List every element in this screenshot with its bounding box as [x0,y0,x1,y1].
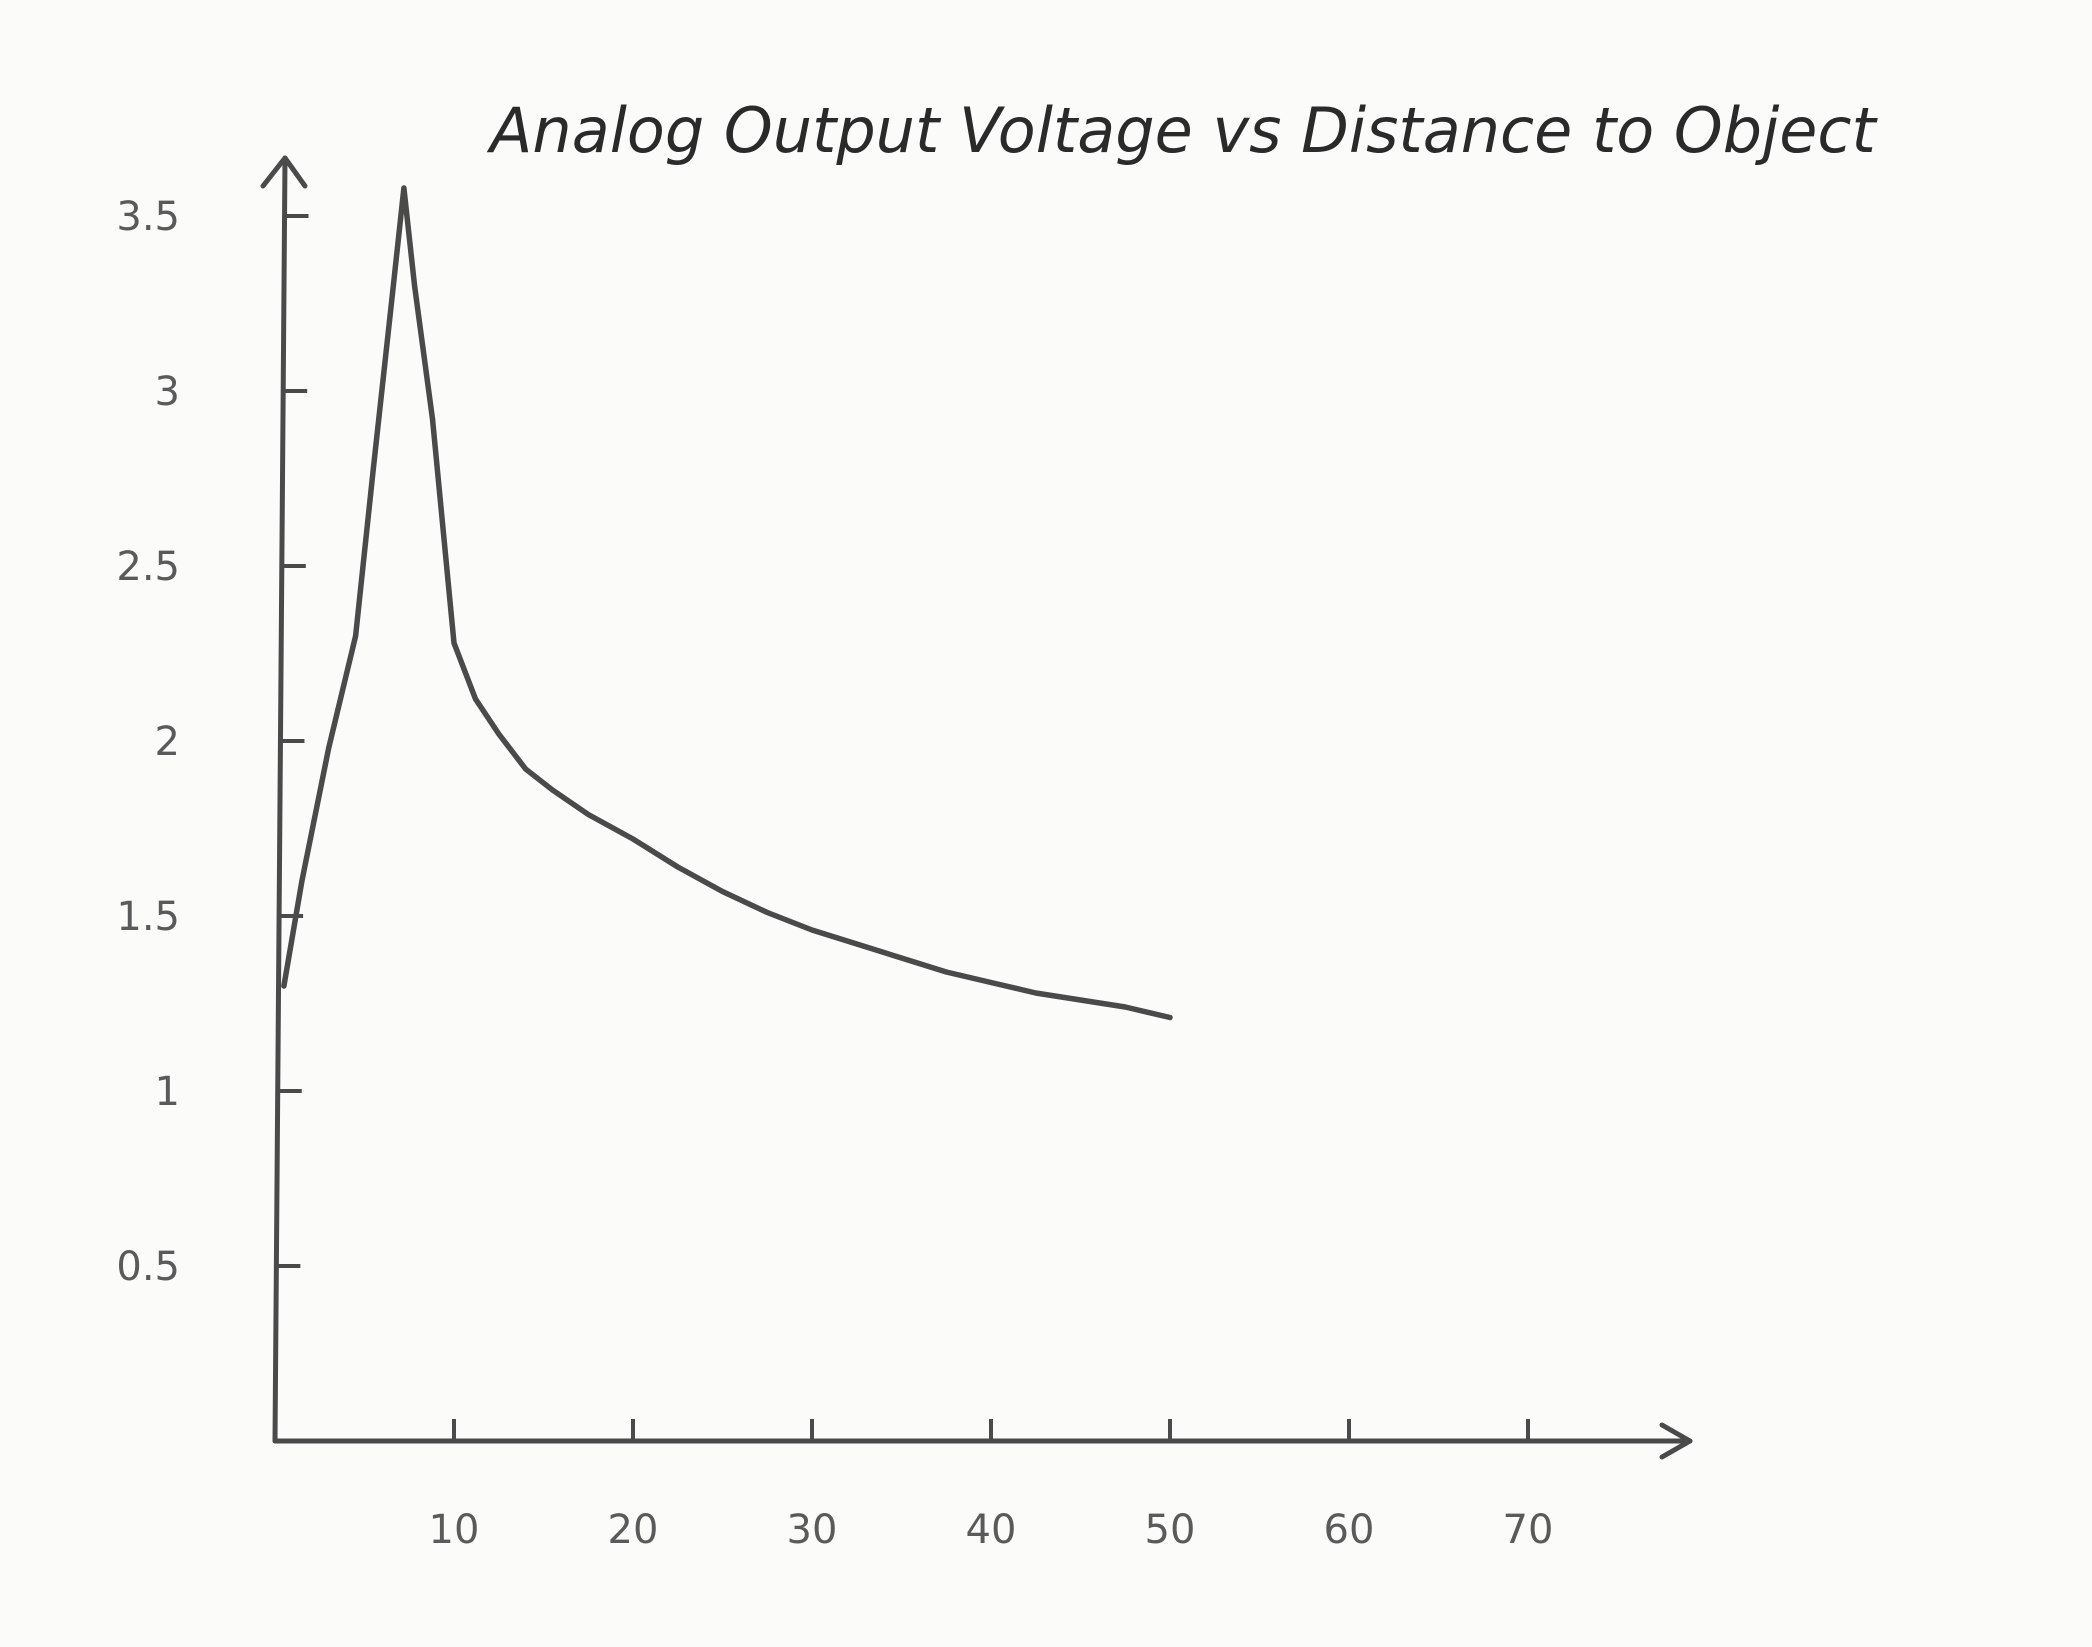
data-point [496,731,502,737]
data-point [630,836,636,842]
data-point [943,969,949,975]
data-point [854,941,860,947]
data-point [401,185,407,191]
data-point [1167,1015,1173,1020]
data-point [585,812,591,817]
x-tick-label: 50 [1145,1507,1196,1553]
data-point [1122,1004,1128,1010]
data-point [764,910,770,915]
series-line [281,185,1173,1021]
y-tick-label: 3 [155,369,180,415]
data-point [326,745,332,751]
x-tick-label: 10 [429,1507,480,1553]
data-point [299,878,305,884]
series [281,185,1173,1021]
x-tick-label: 60 [1324,1507,1375,1553]
data-point [1033,990,1039,996]
y-tick-label: 2 [155,719,180,765]
y-axis-arrowhead [260,155,308,189]
y-tick-label: 3.5 [116,194,180,240]
x-tick-label: 70 [1503,1507,1554,1553]
data-point [1078,997,1083,1003]
data-point [430,416,436,422]
y-tick-label: 0.5 [116,1244,180,1290]
data-point [412,283,418,289]
y-axis [272,155,288,1444]
data-point [675,864,681,870]
data-point [899,955,904,961]
data-point [281,983,287,989]
data-point [370,465,376,471]
x-tick-label: 40 [966,1507,1017,1553]
ticks: 10 20 30 40 50 60 70 0.5 1 1.5 2 2.5 3 3.5 [116,194,1553,1553]
x-tick-label: 20 [608,1507,659,1553]
data-point [472,696,478,702]
data-point [549,787,555,793]
data-point [988,980,994,985]
data-point [523,766,529,772]
data-point [451,640,457,646]
y-tick-label: 1 [155,1069,180,1115]
x-axis-arrowhead [1659,1422,1693,1460]
y-tick-label: 2.5 [116,544,180,590]
y-tick-label: 1.5 [116,894,180,940]
axes [260,155,1693,1460]
chart-title: Analog Output Voltage vs Distance to Obj… [486,94,1879,167]
x-tick-label: 30 [787,1507,838,1553]
data-point [809,927,815,933]
data-point [388,301,394,306]
data-point [720,889,725,894]
data-point [353,633,359,639]
